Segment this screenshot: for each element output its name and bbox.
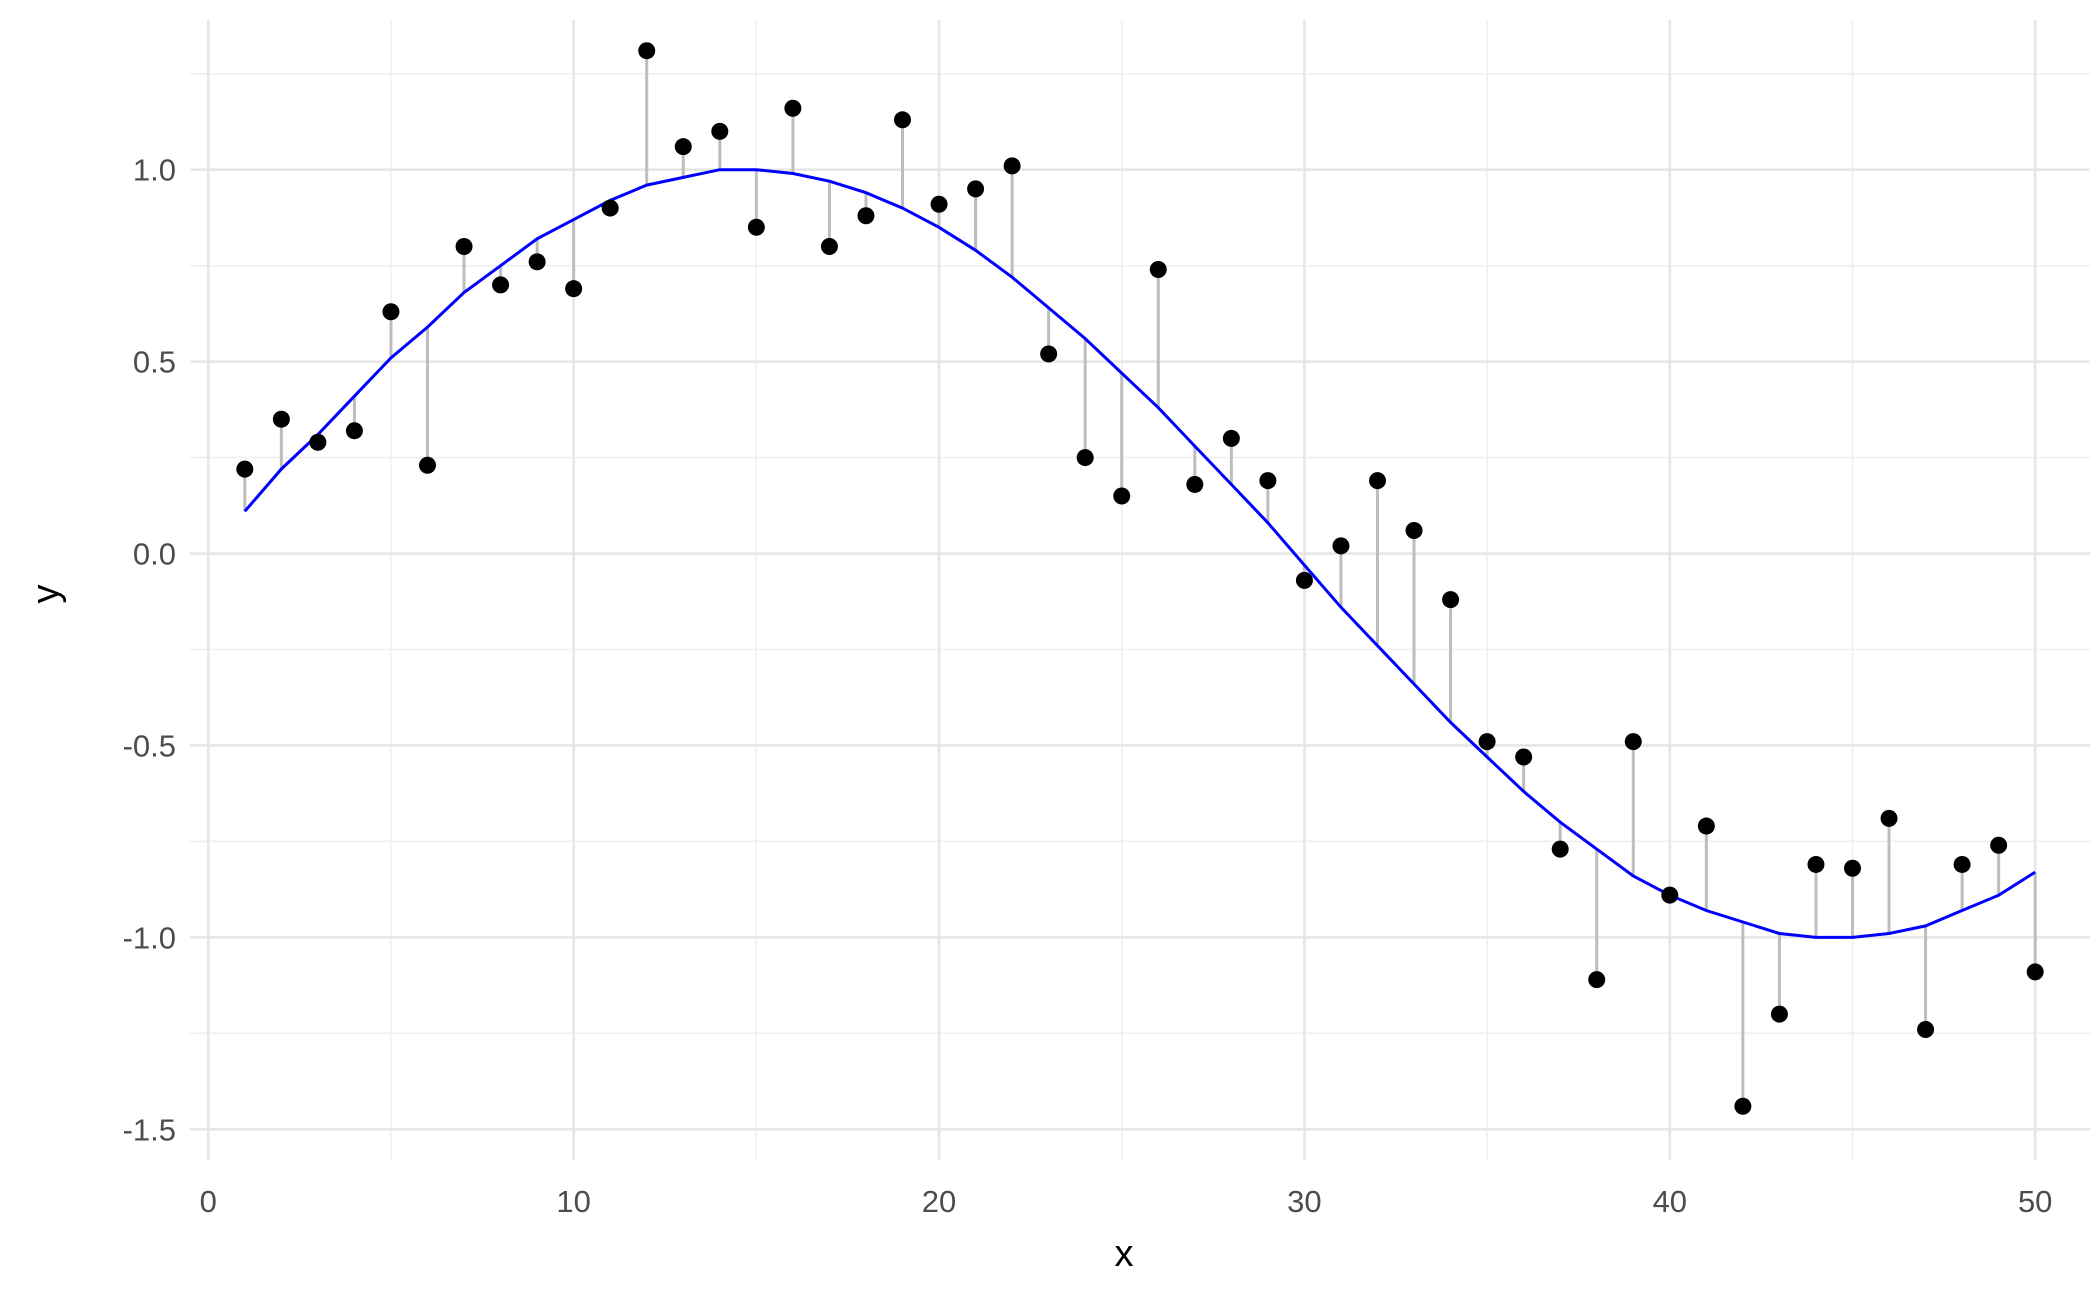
x-tick-label: 50 [2018,1184,2052,1219]
x-tick-label: 20 [922,1184,956,1219]
data-point [674,138,692,156]
data-point [638,42,656,60]
data-point [784,99,802,117]
data-point [1040,345,1058,363]
data-point [711,122,729,140]
data-point [455,237,473,255]
data-point [492,276,510,294]
data-point [930,195,948,213]
y-tick-label: 1.0 [133,153,176,188]
data-point [528,253,546,271]
data-point [1222,429,1240,447]
data-point [565,280,583,298]
y-tick-label: -1.0 [123,920,176,955]
data-point [601,199,619,217]
data-point [1697,817,1715,835]
data-point [1113,487,1131,505]
data-point [345,422,363,440]
x-tick-label: 0 [200,1184,217,1219]
x-axis-title: x [1115,1233,1134,1275]
minor-gridlines [190,20,2090,1160]
data-point [1990,836,2008,854]
data-point [1917,1020,1935,1038]
data-point [1295,571,1313,589]
data-point [894,111,911,129]
data-point [272,410,290,428]
data-point [1003,157,1021,175]
data-point [1442,591,1460,609]
data-point [857,207,875,225]
data-point [1807,855,1825,873]
data-point [419,456,436,474]
data-point [2026,963,2044,981]
data-point [1551,840,1569,858]
data-point [1149,260,1167,278]
data-point [1624,733,1642,751]
fitted-curve [243,168,2037,939]
y-tick-label: -0.5 [123,728,176,763]
data-point [1770,1005,1788,1023]
data-points [236,42,2044,1115]
y-axis-tick-labels: -1.5 -1.0 -0.5 0.0 0.5 1.0 [123,153,176,1148]
data-point [1332,537,1350,555]
y-tick-label: 0.0 [133,537,176,572]
data-point [1734,1097,1752,1115]
data-point [967,180,985,198]
x-axis-tick-labels: 0 10 20 30 40 50 [200,1184,2053,1219]
y-tick-label: 0.5 [133,345,176,380]
data-point [382,303,400,321]
major-gridlines [190,20,2090,1160]
x-tick-label: 40 [1653,1184,1687,1219]
y-tick-label: -1.5 [123,1112,176,1147]
data-point [236,460,254,478]
data-point [1661,886,1679,904]
data-point [1880,809,1898,827]
data-point [1478,733,1496,751]
data-point [820,237,838,255]
data-point [1076,449,1094,467]
x-tick-label: 30 [1287,1184,1321,1219]
data-point [747,218,765,236]
y-axis-title: y [25,585,67,604]
data-point [1588,971,1606,989]
data-point [1259,472,1277,490]
data-point [309,433,327,451]
data-point [1186,475,1204,493]
data-point [1844,859,1861,877]
x-tick-label: 10 [556,1184,590,1219]
data-point [1515,748,1533,766]
data-point [1953,855,1971,873]
data-point [1405,522,1423,540]
residual-segments [243,50,2037,1107]
data-point [1369,472,1386,490]
